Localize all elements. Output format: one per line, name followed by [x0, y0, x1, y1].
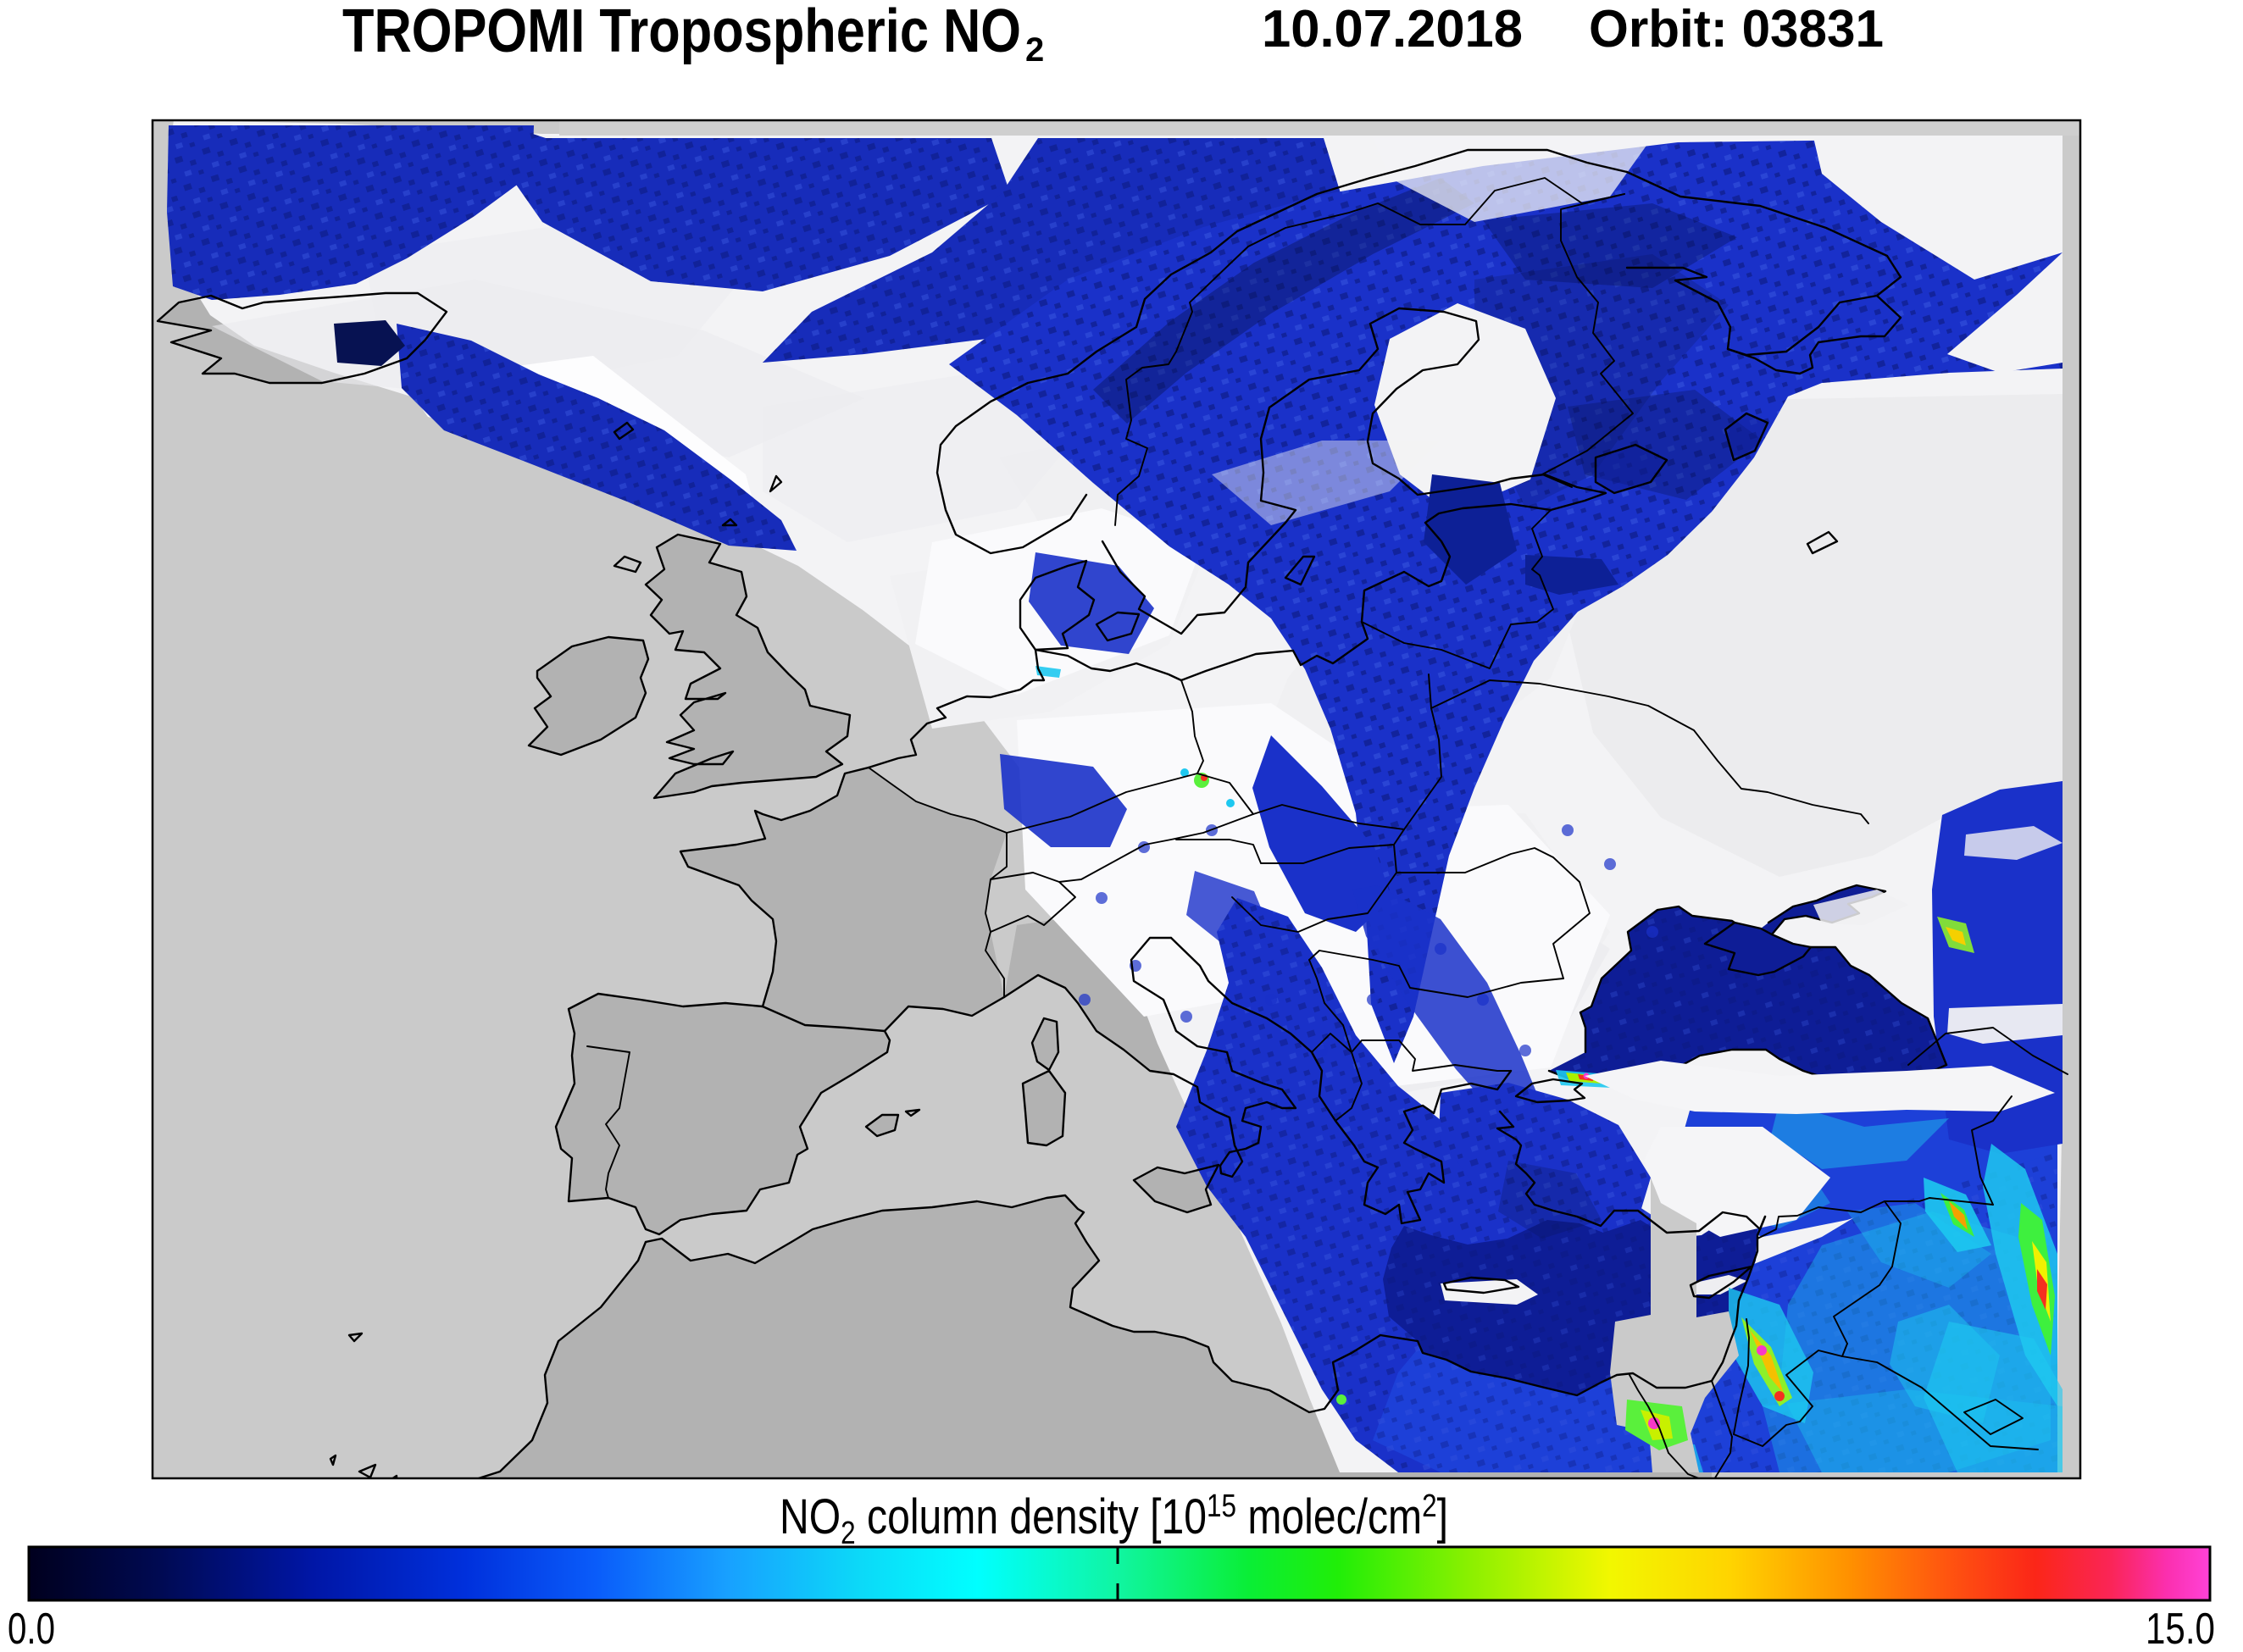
svg-text:10.07.2018: 10.07.2018 — [1262, 0, 1523, 58]
svg-text:NO: NO — [780, 1489, 841, 1544]
svg-text:molec/cm: molec/cm — [1236, 1489, 1422, 1544]
svg-text:]: ] — [1437, 1489, 1448, 1544]
svg-text:0.0: 0.0 — [8, 1605, 55, 1652]
svg-text:15: 15 — [1207, 1488, 1236, 1524]
svg-text:column density [10: column density [10 — [856, 1489, 1207, 1544]
svg-text:Orbit: 03831: Orbit: 03831 — [1589, 0, 1884, 58]
svg-text:TROPOMI Tropospheric NO: TROPOMI Tropospheric NO — [342, 0, 1021, 65]
svg-text:2: 2 — [1025, 31, 1044, 69]
svg-text:2: 2 — [1422, 1488, 1437, 1524]
svg-text:15.0: 15.0 — [2146, 1605, 2215, 1652]
svg-text:2: 2 — [841, 1516, 856, 1551]
